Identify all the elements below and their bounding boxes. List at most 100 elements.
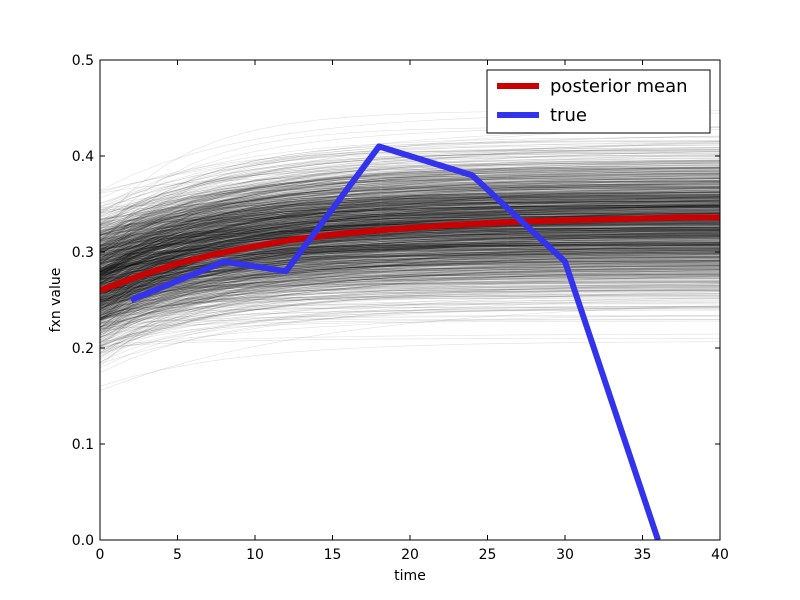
posterior-sample-line bbox=[100, 169, 720, 206]
posterior-sample-line bbox=[100, 266, 720, 322]
posterior-sample-line bbox=[100, 205, 720, 251]
posterior-sample-line bbox=[100, 210, 720, 261]
posterior-sample-line bbox=[100, 225, 720, 316]
posterior-sample-line bbox=[100, 189, 720, 247]
posterior-sample-line bbox=[100, 211, 720, 280]
posterior-sample-line bbox=[100, 182, 720, 288]
posterior-sample-line bbox=[100, 203, 720, 268]
posterior-sample-line bbox=[100, 250, 720, 324]
posterior-sample-line bbox=[100, 286, 720, 312]
posterior-sample-line bbox=[100, 262, 720, 336]
posterior-sample-line bbox=[100, 243, 720, 251]
posterior-sample-line bbox=[100, 249, 720, 341]
posterior-sample-line bbox=[100, 232, 720, 267]
posterior-sample-line bbox=[100, 291, 720, 336]
posterior-sample-line bbox=[100, 200, 720, 228]
posterior-sample-line bbox=[100, 290, 720, 353]
posterior-sample-line bbox=[100, 206, 720, 247]
posterior-sample-line bbox=[100, 268, 720, 304]
posterior-sample-line bbox=[100, 193, 720, 263]
posterior-sample-line bbox=[100, 161, 720, 242]
posterior-sample-line bbox=[100, 179, 720, 275]
posterior-sample-line bbox=[100, 265, 720, 367]
posterior-sample-line bbox=[100, 265, 720, 334]
posterior-sample-line bbox=[100, 195, 720, 270]
posterior-sample-line bbox=[100, 199, 720, 282]
posterior-sample-line bbox=[100, 200, 720, 264]
posterior-sample-line bbox=[100, 167, 720, 258]
posterior-sample-line bbox=[100, 201, 720, 272]
posterior-sample-line bbox=[100, 230, 720, 291]
posterior-sample-line bbox=[100, 177, 720, 249]
posterior-sample-line bbox=[100, 181, 720, 285]
posterior-sample-line bbox=[100, 196, 720, 261]
posterior-sample-line bbox=[100, 180, 720, 259]
posterior-sample-line bbox=[100, 189, 720, 253]
posterior-sample-line bbox=[100, 207, 720, 269]
posterior-sample-line bbox=[100, 183, 720, 273]
posterior-sample-line bbox=[100, 229, 720, 287]
posterior-sample-line bbox=[100, 235, 720, 276]
posterior-sample-line bbox=[100, 193, 720, 252]
posterior-sample-line bbox=[100, 167, 720, 271]
posterior-sample-line bbox=[100, 261, 720, 342]
posterior-sample-line bbox=[100, 191, 720, 267]
posterior-sample-line bbox=[100, 213, 720, 250]
posterior-sample-line bbox=[100, 205, 720, 271]
axis-ticks: 0 5 10 15 20 25 30 35 40 0.0 0.1 0.2 0.3 0.4 0.5 bbox=[72, 53, 729, 563]
posterior-sample-line bbox=[100, 236, 720, 266]
posterior-sample-line bbox=[100, 264, 720, 330]
posterior-sample-line bbox=[100, 230, 720, 295]
posterior-sample-line bbox=[100, 193, 720, 281]
posterior-sample-line bbox=[100, 250, 720, 295]
posterior-sample-line bbox=[100, 273, 720, 321]
posterior-sample-line bbox=[100, 302, 720, 318]
posterior-sample-line bbox=[100, 244, 720, 309]
posterior-sample-line bbox=[100, 235, 720, 317]
posterior-sample-line bbox=[100, 200, 720, 246]
posterior-sample-line bbox=[100, 167, 720, 230]
posterior-sample-line bbox=[100, 242, 720, 278]
posterior-sample-line bbox=[100, 189, 720, 265]
posterior-sample-line bbox=[100, 204, 720, 252]
posterior-sample-line bbox=[100, 244, 720, 313]
posterior-sample-line bbox=[100, 204, 720, 270]
posterior-sample-line bbox=[100, 260, 720, 303]
posterior-sample-line bbox=[100, 196, 720, 262]
posterior-sample-line bbox=[100, 213, 720, 278]
posterior-sample-line bbox=[100, 208, 720, 283]
posterior-sample-line bbox=[100, 176, 720, 254]
posterior-sample-line bbox=[100, 198, 720, 286]
posterior-sample-line bbox=[100, 214, 720, 226]
posterior-sample-line bbox=[100, 208, 720, 241]
posterior-sample-line bbox=[100, 219, 720, 301]
posterior-sample-line bbox=[100, 171, 720, 246]
posterior-sample-line bbox=[100, 202, 720, 258]
posterior-sample-line bbox=[100, 318, 720, 323]
posterior-sample-line bbox=[100, 198, 720, 321]
posterior-sample-line bbox=[100, 234, 720, 245]
posterior-sample-line bbox=[100, 165, 720, 236]
posterior-sample-line bbox=[100, 239, 720, 321]
posterior-sample-line bbox=[100, 251, 720, 308]
posterior-sample-line bbox=[100, 202, 720, 238]
posterior-sample-line bbox=[100, 178, 720, 230]
posterior-sample-line bbox=[100, 184, 720, 279]
posterior-sample-line bbox=[100, 207, 720, 274]
posterior-sample-line bbox=[100, 194, 720, 246]
posterior-sample-line bbox=[100, 188, 720, 266]
posterior-sample-line bbox=[100, 230, 720, 274]
posterior-sample-line bbox=[100, 267, 720, 309]
posterior-sample-line bbox=[100, 306, 720, 345]
posterior-sample-line bbox=[100, 206, 720, 297]
posterior-sample-line bbox=[100, 156, 720, 247]
posterior-sample-line bbox=[100, 214, 720, 289]
posterior-sample-line bbox=[100, 168, 720, 251]
posterior-sample-line bbox=[100, 242, 720, 290]
posterior-sample-line bbox=[100, 191, 720, 240]
posterior-sample-line bbox=[100, 206, 720, 253]
posterior-sample-line bbox=[100, 157, 720, 217]
posterior-sample-line bbox=[100, 202, 720, 274]
legend-label-posterior-mean: posterior mean bbox=[550, 76, 688, 97]
posterior-sample-line bbox=[100, 281, 720, 335]
